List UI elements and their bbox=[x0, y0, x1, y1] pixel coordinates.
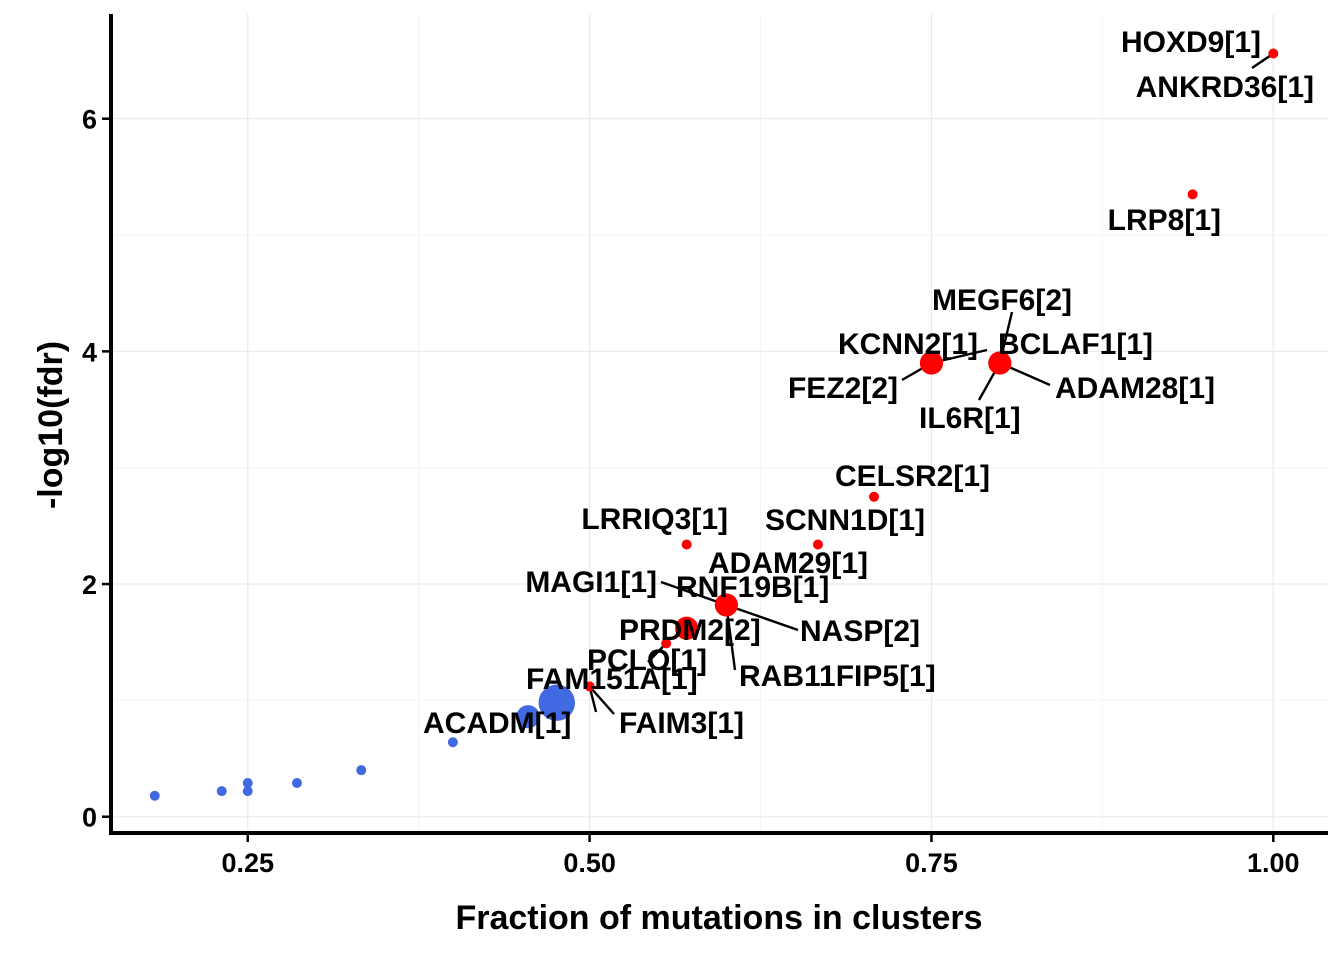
data-point bbox=[681, 539, 692, 550]
data-point bbox=[812, 539, 823, 550]
data-point bbox=[516, 705, 540, 729]
data-point bbox=[988, 351, 1012, 375]
label-leader-line bbox=[588, 685, 615, 715]
point-label: ANKRD36[1] bbox=[1136, 71, 1314, 104]
x-tick-label: 0.50 bbox=[563, 848, 616, 878]
y-tick-label: 6 bbox=[82, 105, 97, 135]
y-tick-label: 2 bbox=[82, 570, 97, 600]
point-label: MAGI1[1] bbox=[525, 566, 657, 599]
x-tick-label: 0.25 bbox=[221, 848, 274, 878]
axes: 0.25 0.50 0.75 1.00 0 2 4 6 bbox=[82, 14, 1328, 878]
point-label: BCLAF1[1] bbox=[998, 328, 1153, 361]
data-point bbox=[714, 593, 738, 617]
data-point bbox=[356, 765, 367, 776]
point-label: KCNN2[1] bbox=[838, 328, 978, 361]
data-point bbox=[149, 790, 160, 801]
data-point bbox=[538, 684, 575, 721]
point-label: RNF19B[1] bbox=[676, 571, 829, 604]
data-point bbox=[661, 638, 672, 649]
point-label: NASP[2] bbox=[800, 615, 920, 648]
x-tick-label: 1.00 bbox=[1247, 848, 1300, 878]
x-tick-label: 0.75 bbox=[905, 848, 958, 878]
data-point bbox=[675, 616, 699, 640]
data-point bbox=[584, 681, 595, 692]
point-label: LRRIQ3[1] bbox=[581, 503, 728, 536]
point-label: PCLO[1] bbox=[587, 644, 707, 677]
point-labels: HOXD9[1] ANKRD36[1] LRP8[1] MEGF6[2] BCLAF1[… bbox=[423, 26, 1314, 740]
point-label: FAM151A[1] bbox=[526, 663, 698, 696]
y-tick-label: 0 bbox=[82, 803, 97, 833]
data-point bbox=[216, 786, 227, 797]
point-label: FEZ2[2] bbox=[788, 372, 898, 405]
point-label: RAB11FIP5[1] bbox=[739, 660, 936, 693]
point-label: CELSR2[1] bbox=[835, 460, 990, 493]
data-point bbox=[919, 351, 944, 375]
data-point bbox=[242, 777, 253, 788]
data-point bbox=[291, 777, 302, 788]
point-label: PRDM2[2] bbox=[619, 614, 761, 647]
data-point bbox=[1268, 48, 1279, 59]
y-axis-title: -log10(fdr) bbox=[32, 341, 70, 509]
point-label: ACADM[1] bbox=[423, 707, 571, 740]
grid bbox=[111, 14, 1328, 833]
point-label: ADAM29[1] bbox=[708, 547, 868, 580]
data-point bbox=[1187, 189, 1198, 200]
point-label: ADAM28[1] bbox=[1055, 372, 1215, 405]
label-leader-line bbox=[725, 603, 799, 632]
data-point bbox=[447, 737, 458, 748]
point-label: FAIM3[1] bbox=[619, 707, 744, 740]
data-point bbox=[242, 786, 253, 797]
y-tick-label: 4 bbox=[82, 337, 97, 367]
x-axis-title: Fraction of mutations in clusters bbox=[455, 899, 982, 937]
data-points bbox=[149, 48, 1279, 801]
point-label: HOXD9[1] bbox=[1121, 26, 1261, 59]
point-label: SCNN1D[1] bbox=[765, 504, 925, 537]
point-label: MEGF6[2] bbox=[932, 284, 1072, 317]
point-label: IL6R[1] bbox=[919, 402, 1021, 435]
data-point bbox=[869, 491, 880, 502]
point-label: LRP8[1] bbox=[1108, 204, 1221, 237]
